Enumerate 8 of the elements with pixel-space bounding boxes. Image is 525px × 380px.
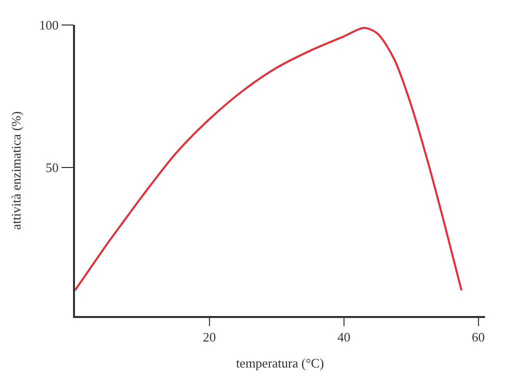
line-series <box>75 26 462 292</box>
y-axis-title: attività enzimatica (%) <box>8 111 24 230</box>
x-axis-title: temperatura (°C) <box>236 355 324 370</box>
x-tick-label: 40 <box>337 329 350 344</box>
y-tick-label: 50 <box>46 160 59 176</box>
x-tick-label: 20 <box>202 329 216 344</box>
x-tick-label: 60 <box>472 329 485 344</box>
y-tick-label: 100 <box>39 18 59 33</box>
